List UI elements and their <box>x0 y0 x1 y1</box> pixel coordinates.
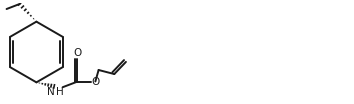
Text: O: O <box>91 77 99 87</box>
Text: O: O <box>73 48 81 58</box>
Text: N: N <box>47 87 54 97</box>
Text: H: H <box>56 87 63 97</box>
